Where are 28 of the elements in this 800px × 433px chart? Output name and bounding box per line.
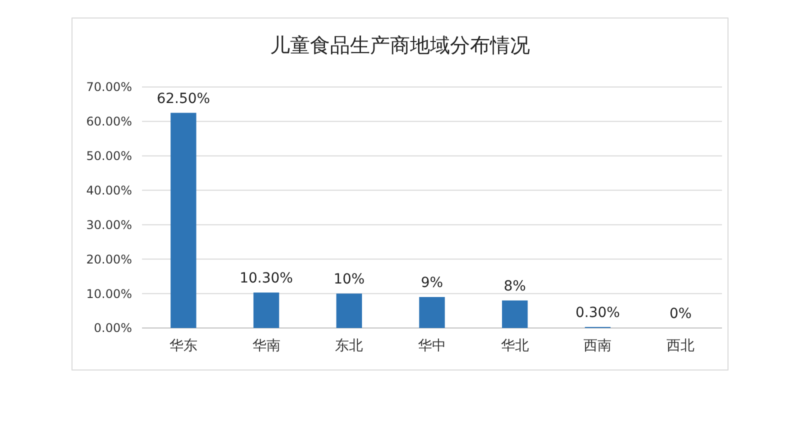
y-tick-label: 50.00%	[86, 149, 132, 164]
bar	[253, 292, 280, 328]
y-tick-label: 20.00%	[86, 252, 132, 266]
bar	[502, 300, 528, 328]
bar	[336, 294, 362, 328]
y-tick-label: 30.00%	[86, 218, 132, 232]
chart-title: 儿童食品生产商地域分布情况	[270, 33, 530, 57]
x-tick-label: 西南	[584, 338, 612, 354]
bar	[170, 112, 196, 328]
x-tick-label: 华东	[169, 338, 198, 354]
data-label: 10%	[334, 272, 365, 288]
data-label: 0%	[669, 306, 692, 322]
y-tick-label: 10.00%	[86, 286, 132, 301]
x-tick-label: 东北	[335, 338, 364, 354]
y-tick-label: 40.00%	[86, 183, 132, 198]
x-tick-label: 华南	[252, 338, 280, 354]
x-tick-label: 西北	[666, 338, 695, 354]
x-tick-label: 华中	[418, 338, 446, 354]
y-tick-label: 0.00%	[94, 321, 132, 336]
data-label: 8%	[504, 278, 526, 294]
y-tick-label: 60.00%	[86, 114, 132, 129]
y-tick-label: 70.00%	[86, 80, 132, 94]
x-tick-label: 华北	[500, 338, 529, 354]
data-label: 10.30%	[240, 270, 293, 287]
data-label: 0.30%	[575, 304, 620, 321]
data-label: 62.50%	[156, 90, 210, 107]
data-label: 9%	[420, 275, 444, 292]
bar	[419, 297, 445, 328]
